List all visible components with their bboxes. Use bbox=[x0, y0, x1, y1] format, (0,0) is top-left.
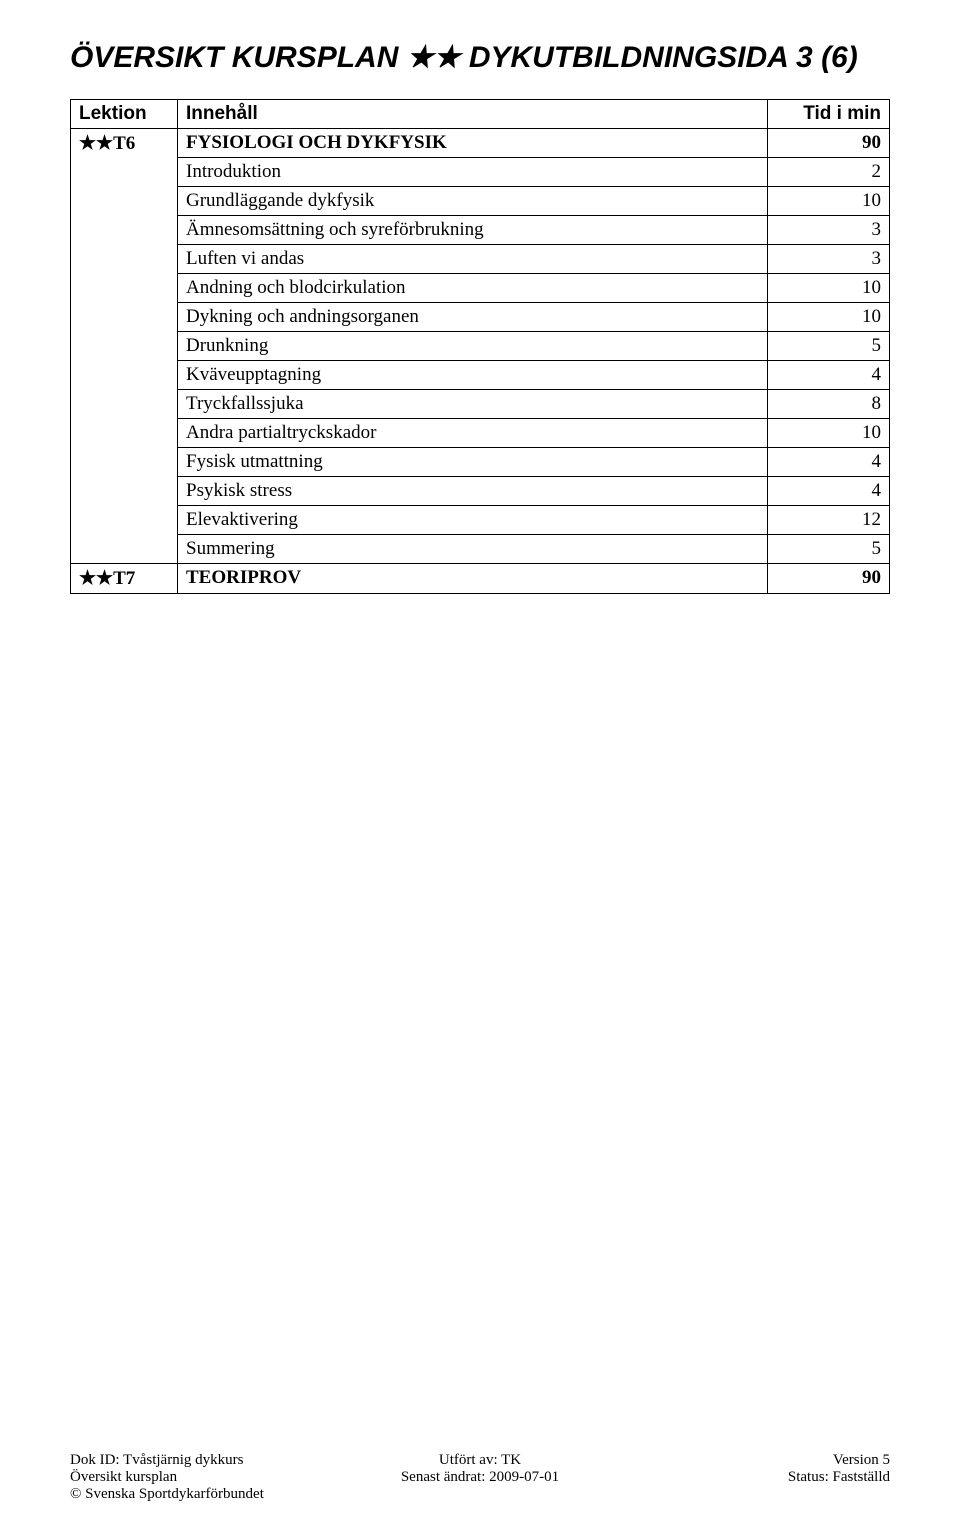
lektion-cell-t6: ★★T6 bbox=[71, 129, 178, 564]
item-value: 4 bbox=[768, 477, 890, 506]
footer-status: Status: Fastställd bbox=[617, 1469, 890, 1486]
item-value: 5 bbox=[768, 332, 890, 361]
item-label: Summering bbox=[178, 535, 768, 564]
item-label: Andning och blodcirkulation bbox=[178, 274, 768, 303]
item-label: Elevaktivering bbox=[178, 506, 768, 535]
item-label: Dykning och andningsorganen bbox=[178, 303, 768, 332]
table-header-row: Lektion Innehåll Tid i min bbox=[71, 100, 890, 129]
lektion-cell-t7: ★★T7 bbox=[71, 564, 178, 594]
page-footer: Dok ID: Tvåstjärnig dykkurs Utfört av: T… bbox=[70, 1452, 890, 1503]
footer-dok-id: Dok ID: Tvåstjärnig dykkurs bbox=[70, 1452, 343, 1469]
item-value: 5 bbox=[768, 535, 890, 564]
item-label: Introduktion bbox=[178, 158, 768, 187]
table-row: Tryckfallssjuka 8 bbox=[71, 390, 890, 419]
footer-row-1: Dok ID: Tvåstjärnig dykkurs Utfört av: T… bbox=[70, 1452, 890, 1469]
item-label: Psykisk stress bbox=[178, 477, 768, 506]
item-value: 10 bbox=[768, 303, 890, 332]
table-row: Andning och blodcirkulation 10 bbox=[71, 274, 890, 303]
table-row: Introduktion 2 bbox=[71, 158, 890, 187]
header-lektion: Lektion bbox=[71, 100, 178, 129]
lektion-code: T6 bbox=[113, 133, 135, 154]
section-value-t6: 90 bbox=[768, 129, 890, 158]
item-value: 10 bbox=[768, 187, 890, 216]
lektion-stars: ★★ bbox=[79, 133, 113, 154]
item-label: Fysisk utmattning bbox=[178, 448, 768, 477]
item-label: Andra partialtryckskador bbox=[178, 419, 768, 448]
section-title-t7: TEORIPROV bbox=[178, 564, 768, 594]
header-innehall: Innehåll bbox=[178, 100, 768, 129]
table-row: Psykisk stress 4 bbox=[71, 477, 890, 506]
footer-row-2: Översikt kursplan Senast ändrat: 2009-07… bbox=[70, 1469, 890, 1486]
footer-senast-andrat: Senast ändrat: 2009-07-01 bbox=[343, 1469, 616, 1486]
item-label: Grundläggande dykfysik bbox=[178, 187, 768, 216]
item-value: 10 bbox=[768, 274, 890, 303]
section-title-t6: FYSIOLOGI OCH DYKFYSIK bbox=[178, 129, 768, 158]
table-row: Summering 5 bbox=[71, 535, 890, 564]
footer-oversikt: Översikt kursplan bbox=[70, 1469, 343, 1486]
item-value: 3 bbox=[768, 245, 890, 274]
section-value-t7: 90 bbox=[768, 564, 890, 594]
table-row: ★★T7 TEORIPROV 90 bbox=[71, 564, 890, 594]
item-value: 3 bbox=[768, 216, 890, 245]
table-row: Drunkning 5 bbox=[71, 332, 890, 361]
table-row: Kväveupptagning 4 bbox=[71, 361, 890, 390]
table-row: Grundläggande dykfysik 10 bbox=[71, 187, 890, 216]
title-prefix: ÖVERSIKT KURSPLAN bbox=[70, 41, 407, 74]
table-row: Elevaktivering 12 bbox=[71, 506, 890, 535]
table-row: Luften vi andas 3 bbox=[71, 245, 890, 274]
item-value: 2 bbox=[768, 158, 890, 187]
item-value: 4 bbox=[768, 448, 890, 477]
footer-version: Version 5 bbox=[617, 1452, 890, 1469]
title-suffix: DYKUTBILDNINGSIDA 3 (6) bbox=[461, 41, 858, 74]
item-value: 8 bbox=[768, 390, 890, 419]
item-value: 4 bbox=[768, 361, 890, 390]
item-label: Ämnesomsättning och syreförbrukning bbox=[178, 216, 768, 245]
header-tid: Tid i min bbox=[768, 100, 890, 129]
item-value: 10 bbox=[768, 419, 890, 448]
item-label: Kväveupptagning bbox=[178, 361, 768, 390]
table-row: ★★T6 FYSIOLOGI OCH DYKFYSIK 90 bbox=[71, 129, 890, 158]
item-value: 12 bbox=[768, 506, 890, 535]
footer-row-3: © Svenska Sportdykarförbundet bbox=[70, 1486, 890, 1503]
kursplan-table: Lektion Innehåll Tid i min ★★T6 FYSIOLOG… bbox=[70, 99, 890, 594]
table-row: Fysisk utmattning 4 bbox=[71, 448, 890, 477]
lektion-stars: ★★ bbox=[79, 568, 113, 589]
table-row: Dykning och andningsorganen 10 bbox=[71, 303, 890, 332]
item-label: Drunkning bbox=[178, 332, 768, 361]
table-row: Andra partialtryckskador 10 bbox=[71, 419, 890, 448]
page-title: ÖVERSIKT KURSPLAN ★★ DYKUTBILDNINGSIDA 3… bbox=[70, 40, 890, 75]
item-label: Luften vi andas bbox=[178, 245, 768, 274]
table-row: Ämnesomsättning och syreförbrukning 3 bbox=[71, 216, 890, 245]
title-stars: ★★ bbox=[407, 41, 461, 74]
item-label: Tryckfallssjuka bbox=[178, 390, 768, 419]
footer-utfort-av: Utfört av: TK bbox=[343, 1452, 616, 1469]
footer-copyright: © Svenska Sportdykarförbundet bbox=[70, 1486, 343, 1503]
lektion-code: T7 bbox=[113, 568, 135, 589]
